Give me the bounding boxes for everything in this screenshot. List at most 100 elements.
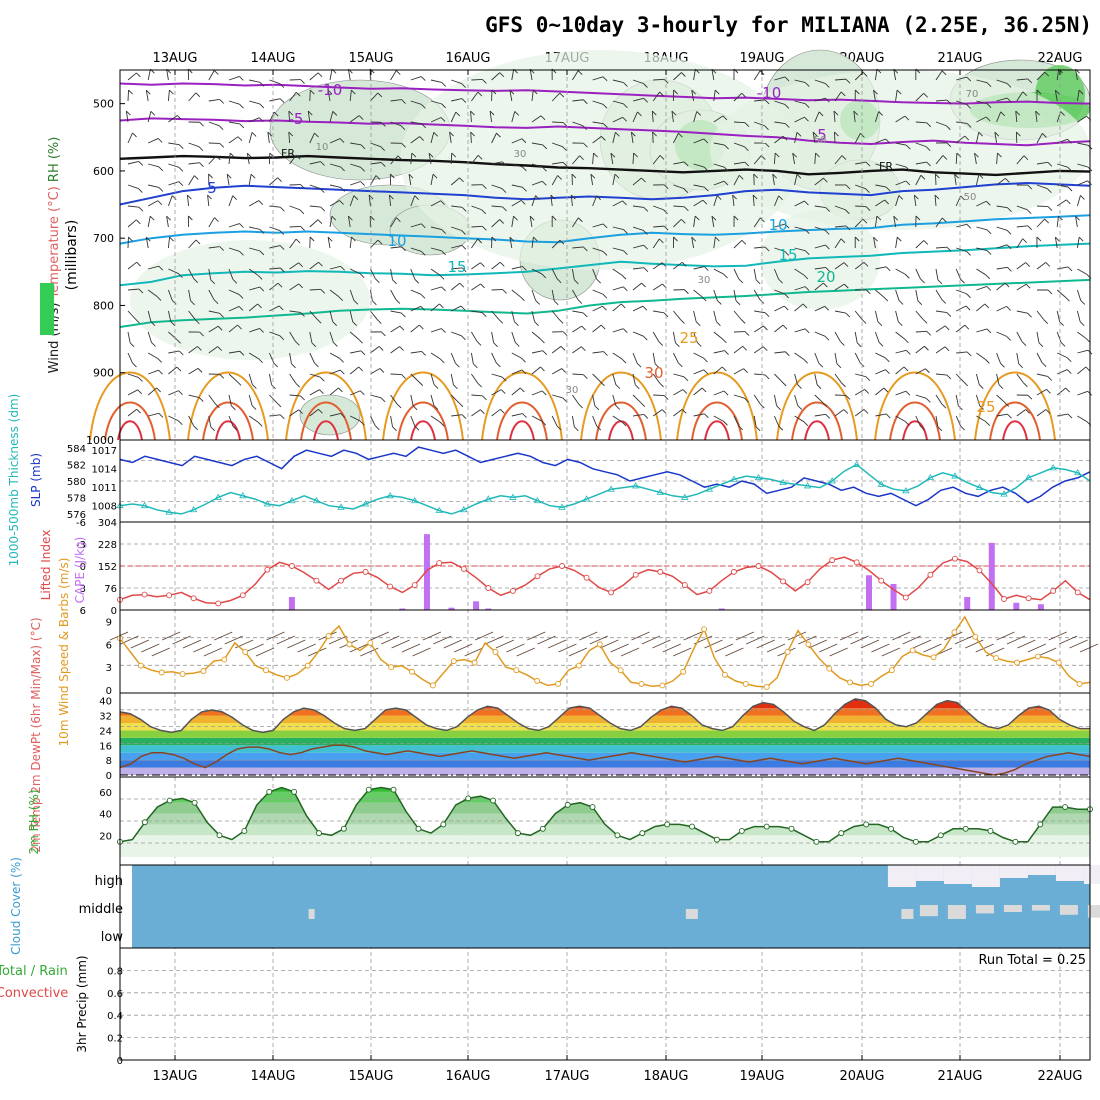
wind-barb-flag <box>877 321 883 327</box>
wind-barb <box>1016 238 1024 249</box>
wind-barb-flag <box>477 238 483 244</box>
wind-barb <box>1076 310 1081 322</box>
wind-barb-flag <box>865 376 871 381</box>
wind-barb-flag <box>924 345 929 351</box>
wind-barb-flag <box>614 173 620 179</box>
wind-barb-flag <box>251 405 257 410</box>
wind-barb-flag <box>1079 321 1085 326</box>
wind-barb <box>410 223 422 228</box>
wind-barb-flag <box>239 350 245 356</box>
slp-tick-label: 1014 <box>92 465 117 476</box>
wind-barb-flag <box>135 219 141 225</box>
wind-barb <box>754 310 766 314</box>
wind-barb-flag <box>433 384 439 389</box>
wind-barb <box>1077 268 1088 275</box>
lifted-index-line-point <box>166 592 173 599</box>
wind-barb <box>935 310 947 313</box>
wind-barb <box>127 310 136 320</box>
wind-barb-flag <box>502 206 507 212</box>
wind-barb <box>349 366 359 375</box>
wind-barb <box>186 195 190 207</box>
isotherm-30-loop <box>202 401 254 441</box>
cloud-level-label: middle <box>79 902 123 917</box>
cloud-level-label: high <box>95 874 123 889</box>
wind-barb <box>430 328 442 333</box>
day-label-bottom: 21AUG <box>937 1069 982 1084</box>
wind-barb <box>127 89 130 102</box>
wind-barb <box>612 174 616 186</box>
wind-barb-flag <box>318 261 323 267</box>
wind-barb-flag <box>150 321 156 326</box>
wind-barb-flag <box>905 166 911 172</box>
isotherm-label: 15 <box>447 258 466 276</box>
wind-barb-flag <box>966 76 972 82</box>
slp-tick-label: 1011 <box>92 483 117 494</box>
wind-barb-flag <box>169 89 174 95</box>
wind-barb <box>370 162 382 165</box>
wind-barb-flag <box>258 200 264 205</box>
wind-barb <box>390 373 402 375</box>
wind-barb <box>551 415 558 427</box>
wind-barb-flag <box>540 338 545 344</box>
wind-barb <box>410 305 421 312</box>
wind-barb-10m <box>151 647 170 657</box>
cloud-high-cell <box>971 865 1000 887</box>
wind-barb <box>450 111 457 123</box>
wind-barb-flag <box>903 338 909 344</box>
wind-barb-flag <box>675 342 680 348</box>
rh-contour-label: 10 <box>316 142 329 153</box>
wind-barb-10m <box>527 631 546 641</box>
rh-line-point <box>216 832 223 839</box>
wind-barb <box>774 223 786 228</box>
wind-barb <box>915 240 925 249</box>
wind-barb-flag <box>541 390 547 396</box>
wind-barb-flag <box>300 184 305 189</box>
cape-bar <box>890 583 897 610</box>
wind-barb <box>410 289 422 295</box>
wind-barb-flag <box>776 405 781 411</box>
wind-barb-flag <box>738 278 744 284</box>
wind-barb <box>289 373 297 384</box>
wind-barb-flag <box>317 219 323 224</box>
wind-barb <box>449 132 452 144</box>
wind-barb-flag <box>986 82 992 88</box>
wind-barb-10m <box>850 635 869 645</box>
wind-barb <box>934 195 937 207</box>
wind-speed-line-point <box>283 674 290 681</box>
wind-barb <box>673 409 683 417</box>
wind-barb <box>269 282 279 291</box>
wind-barb <box>168 268 179 274</box>
wind-barb-flag <box>825 97 830 103</box>
wind-barb <box>974 153 977 165</box>
wind-barb <box>874 331 880 343</box>
wind-barb-flag <box>722 338 727 344</box>
wind-barb-flag <box>1067 266 1073 272</box>
wind-barb-flag <box>135 318 140 324</box>
wind-barb <box>410 121 422 125</box>
chart-title: GFS 0~10day 3-hourly for MILIANA (2.25E,… <box>485 13 1092 37</box>
wind-barb-flag <box>522 266 527 271</box>
wind-barb <box>834 131 836 144</box>
wind-barb <box>511 163 523 168</box>
wind-barb-flag <box>941 217 947 223</box>
cloud-middle-cell <box>947 905 966 919</box>
wind-barb <box>632 79 644 84</box>
thickness-tick-label: 578 <box>67 493 86 504</box>
wind-barb-flag <box>623 250 628 256</box>
wind-barb-flag <box>311 342 317 348</box>
wind-barb-flag <box>476 341 482 346</box>
lifted-index-line-point <box>559 563 565 569</box>
wind-barb <box>430 247 442 252</box>
lifted-index-line-point <box>780 578 786 585</box>
wind-barb-flag <box>904 115 910 121</box>
wind-barb <box>935 268 939 280</box>
wind-barb-10m <box>172 635 191 645</box>
wind-barb-flag <box>622 328 628 334</box>
wind-barb-flag <box>199 162 204 167</box>
wind-barb-flag <box>946 312 952 317</box>
wind-barb-flag <box>271 384 276 390</box>
wind-barb-flag <box>195 92 201 98</box>
wind-barb <box>975 373 980 385</box>
wind-barb <box>632 282 642 291</box>
wind-barb <box>732 195 735 207</box>
